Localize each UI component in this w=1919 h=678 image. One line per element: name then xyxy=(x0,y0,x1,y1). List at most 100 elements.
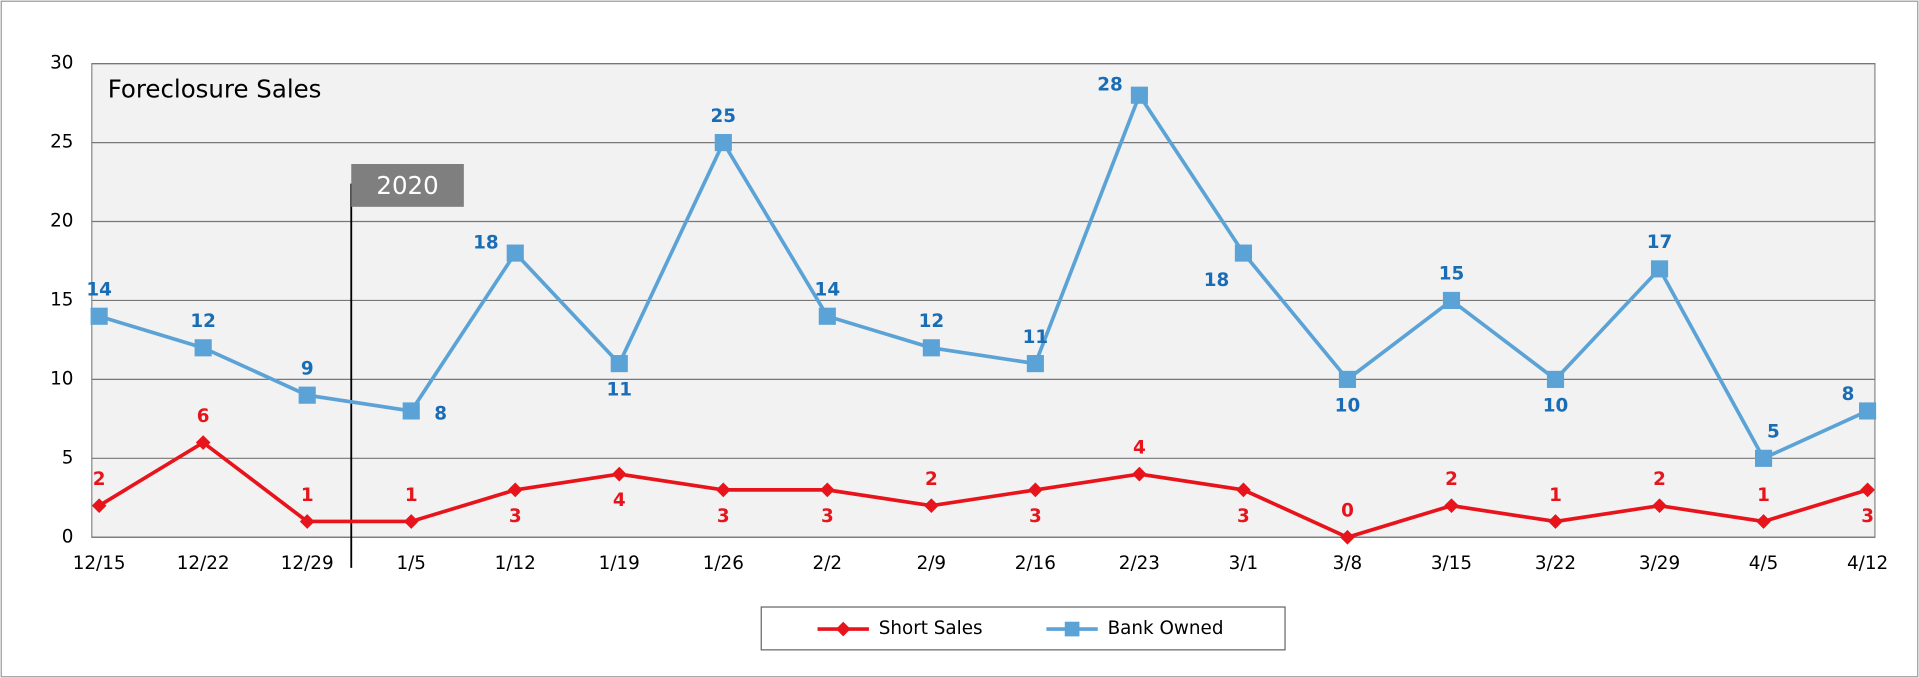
marker xyxy=(1132,466,1147,482)
x-tick-label: 2/9 xyxy=(917,553,947,574)
data-label: 10 xyxy=(1543,395,1569,416)
marker xyxy=(506,244,524,262)
marker xyxy=(1754,449,1773,467)
marker xyxy=(1236,482,1251,498)
marker xyxy=(610,355,628,373)
x-tick-label: 3/1 xyxy=(1229,553,1259,574)
x-tick-label: 2/16 xyxy=(1015,553,1056,574)
data-label: 3 xyxy=(821,506,834,527)
x-tick-label: 12/22 xyxy=(177,553,230,574)
marker xyxy=(298,386,316,404)
marker xyxy=(1860,482,1875,498)
annotation: 2020 xyxy=(376,171,438,200)
marker xyxy=(1442,291,1461,310)
x-tick-label: 1/12 xyxy=(495,553,536,574)
data-label: 3 xyxy=(1029,506,1042,527)
y-tick-label: 25 xyxy=(50,132,73,153)
x-tick-label: 2/2 xyxy=(813,553,843,574)
series-line xyxy=(98,91,1869,461)
marker xyxy=(195,435,211,450)
chart-title: Foreclosure Sales xyxy=(108,75,322,104)
data-label: 1 xyxy=(1549,485,1562,506)
data-label: 2 xyxy=(1653,469,1666,490)
x-tick-label: 12/15 xyxy=(73,553,126,574)
marker xyxy=(1756,514,1771,529)
data-label: 14 xyxy=(815,280,841,301)
x-tick-label: 2/23 xyxy=(1119,553,1160,574)
data-label: 1 xyxy=(301,485,314,506)
data-label: 15 xyxy=(1439,264,1465,285)
data-label: 1 xyxy=(405,485,418,506)
x-tick-label: 4/5 xyxy=(1749,553,1779,574)
marker xyxy=(924,498,939,514)
marker xyxy=(611,466,627,482)
data-label: 11 xyxy=(607,380,633,401)
data-label: 1 xyxy=(1757,485,1770,506)
marker xyxy=(922,339,940,357)
data-label: 17 xyxy=(1647,232,1673,253)
x-tick-label: 3/29 xyxy=(1639,553,1680,574)
data-label: 0 xyxy=(1341,501,1354,522)
marker xyxy=(714,134,732,152)
y-tick-label: 10 xyxy=(50,368,73,389)
marker xyxy=(1338,370,1357,388)
x-tick-label: 3/8 xyxy=(1333,553,1363,574)
data-label: 25 xyxy=(711,106,737,127)
data-label: 3 xyxy=(1237,506,1250,527)
marker xyxy=(1026,355,1044,373)
data-label: 2 xyxy=(93,469,106,490)
data-label: 4 xyxy=(613,490,626,511)
x-tick-label: 3/15 xyxy=(1431,553,1472,574)
marker xyxy=(403,514,419,529)
x-tick-label: 4/12 xyxy=(1847,553,1888,574)
marker xyxy=(1546,370,1565,388)
marker xyxy=(818,307,836,325)
data-label: 9 xyxy=(301,358,314,379)
marker xyxy=(1652,498,1667,514)
x-tick-label: 1/26 xyxy=(703,553,744,574)
marker xyxy=(715,482,731,498)
data-label: 3 xyxy=(717,506,730,527)
marker xyxy=(1028,482,1043,498)
data-label: 10 xyxy=(1335,395,1361,416)
marker xyxy=(1130,86,1148,104)
data-label: 6 xyxy=(197,406,210,427)
x-tick-label: 1/5 xyxy=(396,553,426,574)
marker xyxy=(819,482,835,498)
legend-label: Bank Owned xyxy=(1108,618,1224,639)
series-line xyxy=(98,440,1869,540)
y-tick-label: 5 xyxy=(62,447,74,468)
x-tick-label: 1/19 xyxy=(599,553,640,574)
data-label: 11 xyxy=(1023,327,1049,348)
marker xyxy=(1548,514,1563,529)
data-label: 18 xyxy=(473,232,499,253)
data-label: 12 xyxy=(190,311,216,332)
y-tick-label: 15 xyxy=(50,289,73,310)
marker xyxy=(402,402,420,420)
data-label: 2 xyxy=(1445,469,1458,490)
marker xyxy=(1650,260,1669,278)
marker xyxy=(194,339,212,357)
data-label: 14 xyxy=(86,280,112,301)
data-label: 3 xyxy=(1861,506,1874,527)
data-label: 4 xyxy=(1133,437,1146,458)
data-label: 2 xyxy=(925,469,938,490)
legend-marker xyxy=(1064,621,1080,637)
data-label: 12 xyxy=(919,311,945,332)
y-tick-label: 30 xyxy=(50,53,73,74)
data-label: 3 xyxy=(509,506,522,527)
marker xyxy=(1234,244,1252,262)
y-tick-label: 0 xyxy=(62,526,74,547)
x-tick-label: 3/22 xyxy=(1535,553,1576,574)
data-label: 8 xyxy=(1842,384,1855,405)
marker xyxy=(1340,529,1355,545)
data-label: 5 xyxy=(1767,422,1780,443)
marker xyxy=(1859,402,1877,420)
marker xyxy=(90,307,108,325)
data-label: 8 xyxy=(434,404,447,425)
legend-label: Short Sales xyxy=(879,618,983,639)
marker xyxy=(299,514,315,529)
marker xyxy=(1444,498,1459,514)
